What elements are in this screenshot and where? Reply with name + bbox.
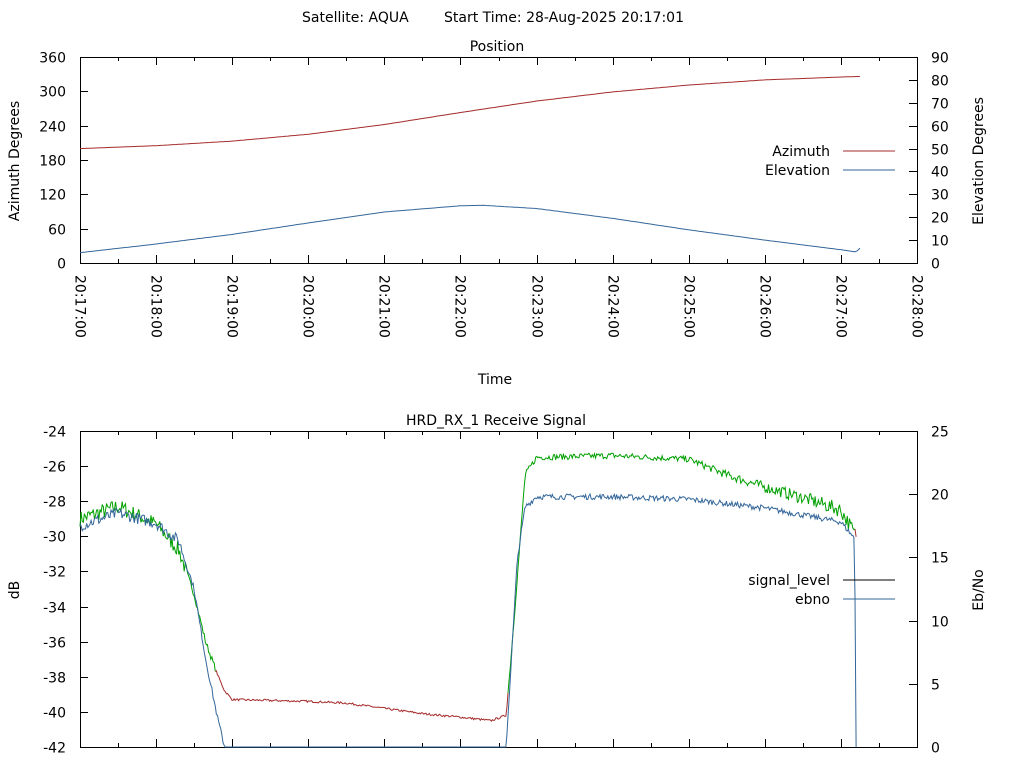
signal-legend: signal_level ebno: [748, 573, 895, 608]
position-x-tick-label: 20:22:00: [452, 275, 468, 338]
position-y2-tick-label: 50: [931, 143, 949, 159]
signal-y-tick-label: -24: [43, 425, 66, 441]
signal-y-tick-label: -26: [43, 460, 66, 476]
signal-y-axis: -42 -40 -38 -36 -34 -32 -30 -28 -26 -24: [43, 425, 88, 757]
legend-elevation-label: Elevation: [765, 163, 830, 179]
signal-y2-tick-label: 15: [931, 551, 949, 567]
position-y-tick-label: 180: [39, 154, 66, 170]
position-y2-tick-label: 80: [931, 74, 949, 90]
position-y2-tick-label: 20: [931, 211, 949, 227]
elevation-line: [79, 204, 861, 254]
position-x-tick-label: 20:21:00: [376, 275, 392, 338]
position-y2label: Elevation Degrees: [971, 97, 987, 225]
signal-y-tick-label: -32: [43, 565, 66, 581]
ebno-line: [79, 492, 857, 748]
signal-y-tick-label: -36: [43, 636, 66, 652]
position-y-tick-label: 300: [39, 85, 66, 101]
position-y-tick-label: 240: [39, 120, 66, 136]
signal-y2-tick-label: 25: [931, 425, 949, 441]
signal-level-line: [79, 501, 216, 672]
signal-y2-tick-label: 10: [931, 615, 949, 631]
signal-y-tick-label: -38: [43, 671, 66, 687]
position-y2-tick-label: 30: [931, 188, 949, 204]
position-y2-tick-label: 90: [931, 51, 949, 67]
signal-level-line: [507, 452, 856, 694]
position-xlabel: Time: [477, 372, 512, 388]
signal-series: [79, 452, 857, 748]
start-time-label: Start Time: 28-Aug-2025 20:17:01: [444, 10, 684, 26]
position-series: [79, 76, 861, 254]
signal-y2-tick-label: 5: [931, 678, 940, 694]
receive-signal-chart: HRD_RX_1 Receive Signal -42-40-38-36-34-…: [7, 413, 987, 757]
position-chart-title: Position: [470, 39, 525, 55]
signal-plot-frame: [80, 431, 918, 748]
position-x-axis: 20:17:00 20:18:00 20:19:00 20:20:00 20:21:00…: [72, 57, 925, 338]
position-x-tick-label: 20:20:00: [300, 275, 316, 338]
signal-y-tick-label: -30: [43, 530, 66, 546]
position-y-axis: 0 60 120 180 240 300 360: [39, 51, 88, 273]
signal-level-line: [854, 528, 857, 537]
signal-y2label: Eb/No: [971, 569, 987, 611]
legend-ebno-label: ebno: [795, 592, 830, 608]
position-y-tick-label: 120: [39, 188, 66, 204]
position-y-tick-label: 0: [57, 257, 66, 273]
signal-ylabel: dB: [7, 581, 23, 600]
position-y2-axis: 0 10 20 30 40 50 60 70 80 90: [909, 51, 949, 273]
signal-y-tick-label: -40: [43, 706, 66, 722]
position-x-tick-label: 20:27:00: [833, 275, 849, 338]
legend-azimuth-label: Azimuth: [772, 144, 830, 160]
position-x-tick-label: 20:25:00: [681, 275, 697, 338]
position-x-tick-label: 20:24:00: [605, 275, 621, 338]
position-x-tick-label: 20:17:00: [72, 275, 88, 338]
signal-y2-tick-label: 20: [931, 488, 949, 504]
position-legend: Azimuth Elevation: [765, 144, 895, 179]
signal-y2-axis: 0 5 10 15 20 25: [909, 425, 949, 757]
signal-y-tick-label: -34: [43, 601, 66, 617]
position-y2-tick-label: 70: [931, 97, 949, 113]
position-x-tick-label: 20:18:00: [148, 275, 164, 338]
position-y2-tick-label: 0: [931, 257, 940, 273]
position-x-tick-label: 20:28:00: [909, 275, 925, 338]
satellite-label: Satellite: AQUA: [302, 10, 409, 26]
position-y2-tick-label: 40: [931, 165, 949, 181]
signal-y2-tick-label: 0: [931, 741, 940, 757]
position-y-tick-label: 360: [39, 51, 66, 67]
position-x-tick-label: 20:26:00: [757, 275, 773, 338]
signal-y-tick-label: -28: [43, 495, 66, 511]
position-y2-tick-label: 10: [931, 234, 949, 250]
position-x-tick-label: 20:19:00: [224, 275, 240, 338]
legend-signal-level-label: signal_level: [748, 573, 830, 589]
position-ylabel: Azimuth Degrees: [7, 101, 23, 221]
signal-level-line: [215, 670, 509, 723]
signal-y-tick-label: -42: [43, 741, 66, 757]
position-y2-tick-label: 60: [931, 120, 949, 136]
position-y-tick-label: 60: [48, 223, 66, 239]
azimuth-line: [79, 76, 860, 150]
position-x-tick-label: 20:23:00: [529, 275, 545, 338]
position-chart: Position 0 60 120 180 240 300 360 0 10 20 30 40 50 6…: [7, 39, 987, 388]
position-plot-frame: [80, 57, 918, 264]
receive-signal-chart-title: HRD_RX_1 Receive Signal: [406, 413, 586, 429]
signal-x-axis: [80, 431, 918, 747]
